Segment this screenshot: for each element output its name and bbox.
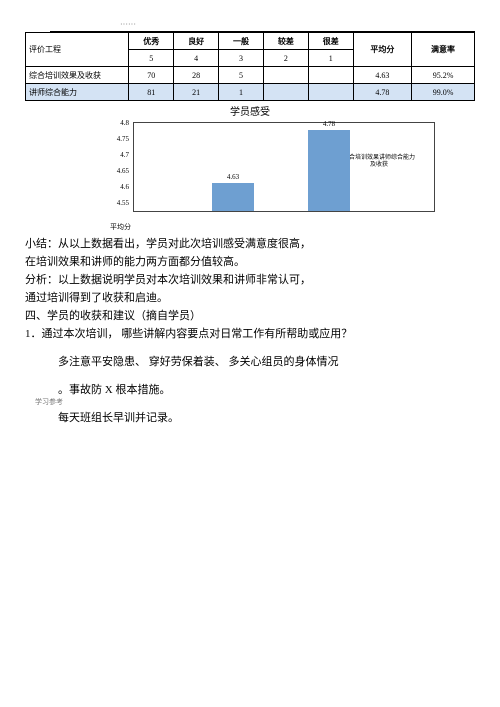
row1-v5 bbox=[308, 67, 353, 84]
section-4-title: 四、学员的收获和建议（摘自学员） bbox=[25, 308, 475, 325]
col-sat: 满意率 bbox=[412, 33, 475, 67]
bar-train-effect-value: 4.63 bbox=[212, 173, 254, 181]
evaluation-table: 评价工程 优秀 良好 一般 较差 很差 平均分 满意率 5 4 3 2 1 综合… bbox=[25, 32, 475, 101]
col-good: 良好 bbox=[174, 33, 219, 50]
table-header-row: 评价工程 优秀 良好 一般 较差 很差 平均分 满意率 bbox=[26, 33, 475, 50]
row2-v1: 81 bbox=[129, 84, 174, 101]
summary-text: 小结：从以上数据看出，学员对此次培训感受满意度很高， 在培训效果和讲师的能力两方… bbox=[25, 236, 475, 343]
summary-p2: 在培训效果和讲师的能力两方面都分值较高。 bbox=[25, 254, 475, 271]
bar-train-effect: 4.63 bbox=[212, 183, 254, 211]
row2-v5 bbox=[308, 84, 353, 101]
col-poor: 较差 bbox=[263, 33, 308, 50]
row2-v2: 21 bbox=[174, 84, 219, 101]
col-excellent: 优秀 bbox=[129, 33, 174, 50]
bar-lecturer: 4.78 bbox=[308, 130, 350, 211]
col-normal: 一般 bbox=[219, 33, 264, 50]
row1-v3: 5 bbox=[219, 67, 264, 84]
chart-title: 学员感受 bbox=[25, 103, 475, 118]
table-row: 讲师综合能力 81 21 1 4.78 99.0% bbox=[26, 84, 475, 101]
row1-v4 bbox=[263, 67, 308, 84]
ellipsis: ······ bbox=[120, 20, 475, 29]
col-avg: 平均分 bbox=[353, 33, 411, 67]
bullet-1: 多注意平安隐患、 穿好劳保着装、 多关心组员的身体情况 bbox=[58, 354, 475, 371]
summary-p4: 通过培训得到了收获和启迪。 bbox=[25, 290, 475, 307]
row1-v1: 70 bbox=[129, 67, 174, 84]
summary-p3: 分析：以上数据说明学员对本次培训效果和讲师非常认可， bbox=[25, 272, 475, 289]
bar-chart: 4.8 4.75 4.7 4.65 4.6 4.55 平均分 综合培训效果讲师综… bbox=[95, 122, 435, 232]
scale-1: 1 bbox=[308, 50, 353, 67]
question-1: 1．通过本次培训， 哪些讲解内容要点对日常工作有所帮助或应用？ bbox=[25, 326, 475, 343]
scale-2: 2 bbox=[263, 50, 308, 67]
ytick-4.7: 4.7 bbox=[95, 151, 129, 159]
row2-label: 讲师综合能力 bbox=[26, 84, 129, 101]
row2-sat: 99.0% bbox=[412, 84, 475, 101]
bullet-2: 。事故防 X 根本措施。 bbox=[58, 382, 475, 399]
ytick-4.8: 4.8 bbox=[95, 119, 129, 127]
bar-lecturer-value: 4.78 bbox=[308, 120, 350, 128]
scale-5: 5 bbox=[129, 50, 174, 67]
bullet-list: 多注意平安隐患、 穿好劳保着装、 多关心组员的身体情况 。事故防 X 根本措施。… bbox=[58, 354, 475, 427]
table-row: 综合培训效果及收获 70 28 5 4.63 95.2% bbox=[26, 67, 475, 84]
col-eval: 评价工程 bbox=[26, 33, 129, 67]
footer-text: 学习参考 bbox=[35, 397, 63, 407]
row1-sat: 95.2% bbox=[412, 67, 475, 84]
row1-avg: 4.63 bbox=[353, 67, 411, 84]
scale-3: 3 bbox=[219, 50, 264, 67]
row2-v3: 1 bbox=[219, 84, 264, 101]
row2-v4 bbox=[263, 84, 308, 101]
row2-avg: 4.78 bbox=[353, 84, 411, 101]
ytick-4.75: 4.75 bbox=[95, 135, 129, 143]
row1-label: 综合培训效果及收获 bbox=[26, 67, 129, 84]
summary-p1: 小结：从以上数据看出，学员对此次培训感受满意度很高， bbox=[25, 236, 475, 253]
ytick-4.6: 4.6 bbox=[95, 183, 129, 191]
row1-v2: 28 bbox=[174, 67, 219, 84]
ytick-4.65: 4.65 bbox=[95, 167, 129, 175]
chart-plot-area: 综合培训效果讲师综合能力 及收获 4.63 4.78 bbox=[133, 122, 435, 212]
ytick-4.55: 4.55 bbox=[95, 199, 129, 207]
scale-4: 4 bbox=[174, 50, 219, 67]
y-axis-label: 平均分 bbox=[95, 222, 131, 232]
col-bad: 很差 bbox=[308, 33, 353, 50]
bullet-3: 每天班组长早训并记录。 bbox=[58, 410, 475, 427]
